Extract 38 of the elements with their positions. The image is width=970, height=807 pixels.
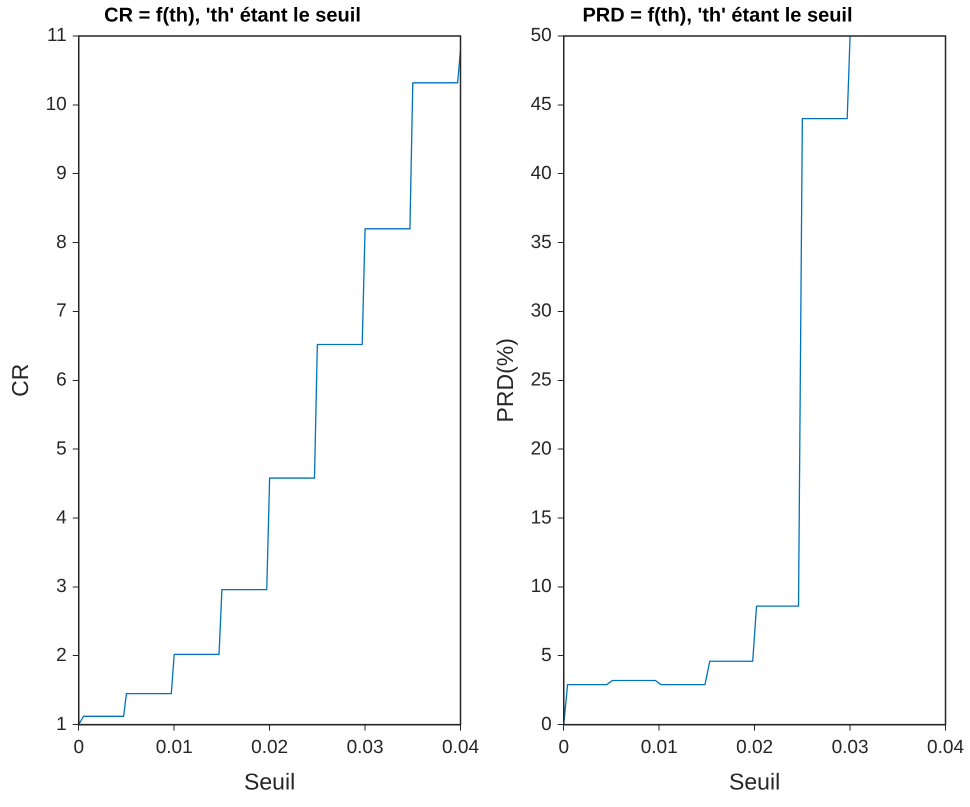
x-tick-label: 0.02 [251,737,288,758]
y-tick-label: 40 [530,162,552,184]
y-axis-title: PRD(%) [492,338,518,422]
y-tick-label: 5 [541,644,552,666]
x-tick-label: 0 [558,737,570,758]
x-axis-title: Seuil [729,768,780,795]
chart-title: CR = f(th), 'th' étant le seuil [104,4,361,27]
y-tick-label: 30 [530,300,552,322]
y-tick-label: 4 [56,507,68,528]
chart-title: PRD = f(th), 'th' étant le seuil [582,4,853,27]
x-tick-label: 0.03 [346,737,384,758]
x-tick-label: 0.04 [927,737,964,758]
y-tick-label: 10 [530,576,552,598]
x-tick-label: 0.03 [832,737,869,758]
x-axis-title: Seuil [244,768,296,795]
y-tick-label: 9 [56,162,67,184]
y-tick-label: 5 [56,438,67,460]
y-tick-label: 20 [530,438,552,460]
y-tick-label: 50 [530,25,552,46]
y-tick-label: 45 [530,94,552,116]
y-tick-label: 6 [56,370,67,391]
y-tick-label: 25 [530,370,552,391]
y-axis-title: CR [7,364,34,397]
y-tick-label: 11 [47,25,67,46]
y-tick-label: 0 [541,714,552,735]
y-tick-label: 3 [56,576,67,598]
x-tick-label: 0.01 [156,737,193,758]
y-tick-label: 8 [56,232,67,253]
y-tick-label: 1 [56,714,67,735]
x-tick-label: 0 [73,737,84,758]
y-tick-label: 35 [530,232,552,253]
x-tick-label: 0.02 [736,737,774,758]
x-tick-label: 0.04 [442,737,480,758]
x-tick-label: 0.01 [640,737,678,758]
y-tick-label: 10 [46,94,67,116]
y-tick-label: 7 [56,300,67,322]
y-tick-label: 15 [530,507,552,528]
y-tick-label: 2 [56,644,67,666]
